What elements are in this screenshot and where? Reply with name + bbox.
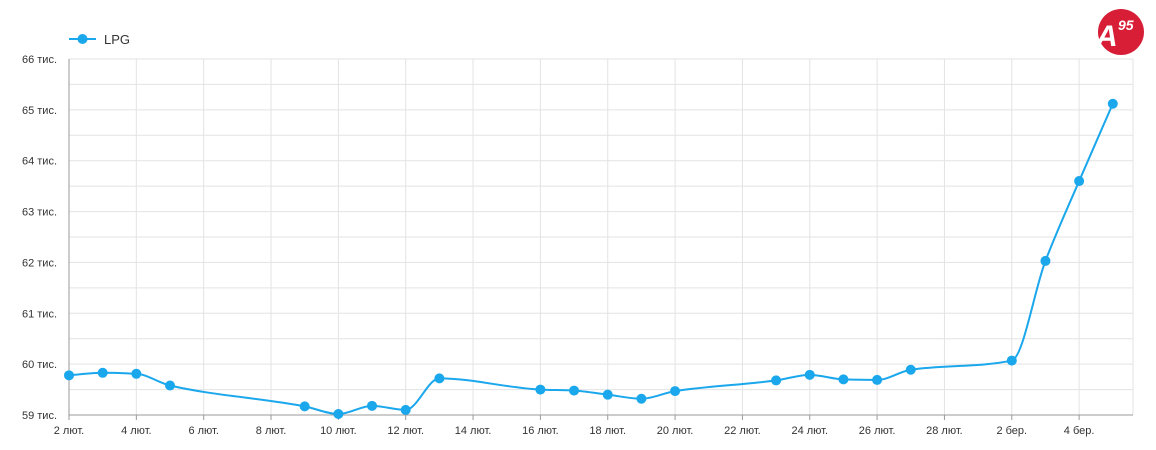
legend-label-lpg: LPG [104,32,130,47]
data-point[interactable] [636,393,647,404]
series-layer [64,98,1118,419]
data-point[interactable] [367,400,378,411]
data-point[interactable] [602,389,613,400]
data-point[interactable] [434,373,445,384]
x-tick-label: 2 лют. [54,425,84,437]
data-point[interactable] [1040,255,1051,266]
x-tick-label: 22 лют. [724,425,761,437]
a95-logo: A 95 [1095,9,1144,55]
y-axis-tick-labels: 59 тис. 60 тис. 61 тис. 62 тис. 63 тис. 64 ти… [22,54,57,422]
data-point[interactable] [771,375,782,386]
data-point[interactable] [1074,176,1085,187]
logo-superscript: 95 [1118,17,1134,33]
x-tick-label: 4 лют. [121,425,151,437]
data-point[interactable] [1107,98,1118,109]
x-axis-tick-labels: 2 лют. 4 лют. 6 лют. 8 лют. 10 лют. 12 лют. 14… [54,425,1095,437]
data-point[interactable] [535,384,546,395]
data-point[interactable] [670,386,681,397]
axes [68,59,1133,420]
x-tick-label: 2 бер. [996,425,1027,437]
data-point[interactable] [569,385,580,396]
data-point[interactable] [905,364,916,375]
data-point[interactable] [1006,355,1017,366]
data-point[interactable] [64,370,74,381]
x-tick-label: 12 лют. [387,425,424,437]
y-tick-label: 60 тис. [22,359,57,371]
data-point[interactable] [299,401,310,412]
series-line-lpg [68,103,1114,415]
data-point[interactable] [872,374,883,385]
data-point[interactable] [804,369,815,380]
y-tick-label: 64 тис. [22,156,57,168]
x-tick-label: 16 лют. [522,425,559,437]
x-tick-label: 10 лют. [320,425,357,437]
y-tick-label: 63 тис. [22,207,57,219]
x-tick-label: 24 лют. [791,425,828,437]
legend[interactable]: LPG [69,32,130,47]
y-tick-label: 62 тис. [22,257,57,269]
x-tick-label: 26 лют. [859,425,896,437]
x-tick-label: 18 лют. [589,425,626,437]
x-tick-label: 8 лют. [256,425,286,437]
x-tick-label: 20 лют. [657,425,694,437]
logo-text: A [1095,20,1118,53]
x-tick-label: 28 лют. [926,425,963,437]
x-tick-label: 4 бер. [1064,425,1095,437]
grid-lines [68,58,1134,416]
data-point[interactable] [97,367,108,378]
data-point[interactable] [131,368,142,379]
data-point[interactable] [333,408,344,419]
legend-dot-marker [77,34,88,44]
y-tick-label: 61 тис. [22,308,57,320]
x-tick-label: 14 лют. [455,425,492,437]
data-point[interactable] [165,380,176,391]
data-point[interactable] [838,374,849,385]
y-tick-label: 65 тис. [22,105,57,117]
data-point[interactable] [400,404,411,415]
y-tick-label: 66 тис. [22,54,57,66]
y-tick-label: 59 тис. [22,410,57,422]
x-tick-label: 6 лют. [188,425,218,437]
